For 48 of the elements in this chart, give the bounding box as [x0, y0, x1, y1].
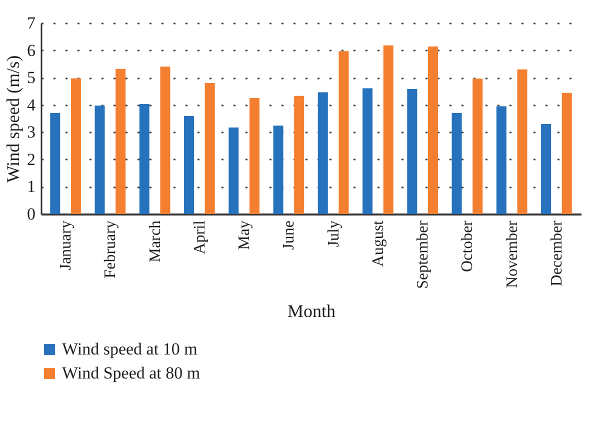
x-tick-label: October	[459, 220, 476, 272]
x-tick-label: May	[236, 220, 254, 250]
x-axis-title: Month	[287, 300, 336, 321]
bar	[517, 69, 528, 214]
legend-label: Wind Speed at 80 m	[62, 364, 200, 382]
bar	[338, 51, 349, 214]
bar	[541, 124, 552, 214]
y-tick-label: 0	[27, 204, 36, 224]
x-tick-label: January	[58, 220, 75, 270]
bar	[362, 88, 373, 214]
bar	[318, 92, 328, 214]
bar	[228, 128, 239, 214]
bar	[562, 92, 572, 214]
bar	[204, 83, 215, 214]
x-tick-label: July	[325, 220, 342, 248]
bar	[160, 66, 170, 214]
x-tick-label: December	[548, 220, 566, 286]
bar	[50, 113, 60, 214]
bar	[139, 104, 150, 214]
x-tick-label: June	[280, 220, 298, 250]
bar	[496, 106, 506, 214]
bar	[184, 116, 194, 214]
y-tick-label: 3	[27, 122, 36, 142]
y-tick-label: 1	[27, 177, 36, 196]
x-tick-label: February	[102, 220, 120, 278]
y-tick-label: 5	[27, 68, 36, 88]
bar	[407, 89, 418, 214]
x-tick-label: April	[191, 220, 208, 254]
bar	[273, 126, 284, 214]
legend-label: Wind speed at 10 m	[62, 340, 198, 358]
bar	[249, 98, 260, 214]
y-tick-label: 7	[27, 14, 36, 32]
y-axis-title: Wind speed (m/s)	[3, 55, 23, 183]
x-tick-label: March	[146, 220, 164, 262]
x-tick-label: August	[370, 220, 387, 267]
y-tick-label: 2	[27, 150, 36, 169]
bar	[472, 78, 483, 214]
bar	[94, 106, 105, 214]
y-tick-label: 4	[27, 95, 36, 114]
y-tick-label: 6	[27, 40, 36, 60]
x-tick-label: September	[414, 220, 432, 289]
bar	[116, 68, 126, 214]
bar	[452, 113, 462, 214]
bar	[294, 96, 304, 214]
bar	[70, 78, 81, 214]
bar	[383, 45, 394, 214]
bar	[428, 46, 438, 214]
x-tick-label: November	[504, 220, 521, 288]
